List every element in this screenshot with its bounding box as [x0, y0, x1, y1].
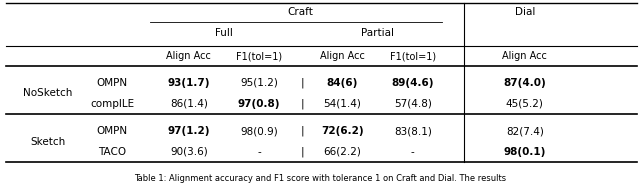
Text: Align Acc: Align Acc [320, 51, 365, 61]
Text: F1(tol=1): F1(tol=1) [236, 51, 282, 61]
Text: 86(1.4): 86(1.4) [170, 99, 208, 108]
Text: 45(5.2): 45(5.2) [506, 99, 544, 108]
Text: |: | [301, 77, 305, 88]
Text: 72(6.2): 72(6.2) [321, 126, 364, 136]
Text: 97(0.8): 97(0.8) [238, 99, 280, 108]
Text: |: | [301, 147, 305, 157]
Text: 54(1.4): 54(1.4) [323, 99, 362, 108]
Text: 97(1.2): 97(1.2) [168, 126, 210, 136]
Text: 90(3.6): 90(3.6) [170, 147, 207, 157]
Text: 95(1.2): 95(1.2) [240, 78, 278, 88]
Text: Dial: Dial [515, 7, 535, 17]
Text: 57(4.8): 57(4.8) [394, 99, 432, 108]
Text: Align Acc: Align Acc [502, 51, 547, 61]
Text: Sketch: Sketch [30, 137, 66, 146]
Text: OMPN: OMPN [97, 78, 127, 88]
Text: |: | [301, 98, 305, 109]
Text: 83(8.1): 83(8.1) [394, 126, 432, 136]
Text: Table 1: Alignment accuracy and F1 score with tolerance 1 on Craft and Dial. The: Table 1: Alignment accuracy and F1 score… [134, 174, 506, 183]
Text: F1(tol=1): F1(tol=1) [390, 51, 436, 61]
Text: Align Acc: Align Acc [166, 51, 211, 61]
Text: 89(4.6): 89(4.6) [392, 78, 434, 88]
Text: 66(2.2): 66(2.2) [323, 147, 362, 157]
Text: 93(1.7): 93(1.7) [168, 78, 210, 88]
Text: OMPN: OMPN [97, 126, 127, 136]
Text: -: - [257, 147, 261, 157]
Text: |: | [301, 126, 305, 136]
Text: Craft: Craft [288, 7, 314, 17]
Text: 98(0.9): 98(0.9) [241, 126, 278, 136]
Text: Partial: Partial [361, 28, 394, 38]
Text: compILE: compILE [90, 99, 134, 108]
Text: TACO: TACO [98, 147, 126, 157]
Text: 98(0.1): 98(0.1) [504, 147, 546, 157]
Text: 84(6): 84(6) [326, 78, 358, 88]
Text: NoSketch: NoSketch [23, 88, 73, 98]
Text: Full: Full [215, 28, 233, 38]
Text: 87(4.0): 87(4.0) [504, 78, 546, 88]
Text: -: - [411, 147, 415, 157]
Text: 82(7.4): 82(7.4) [506, 126, 544, 136]
